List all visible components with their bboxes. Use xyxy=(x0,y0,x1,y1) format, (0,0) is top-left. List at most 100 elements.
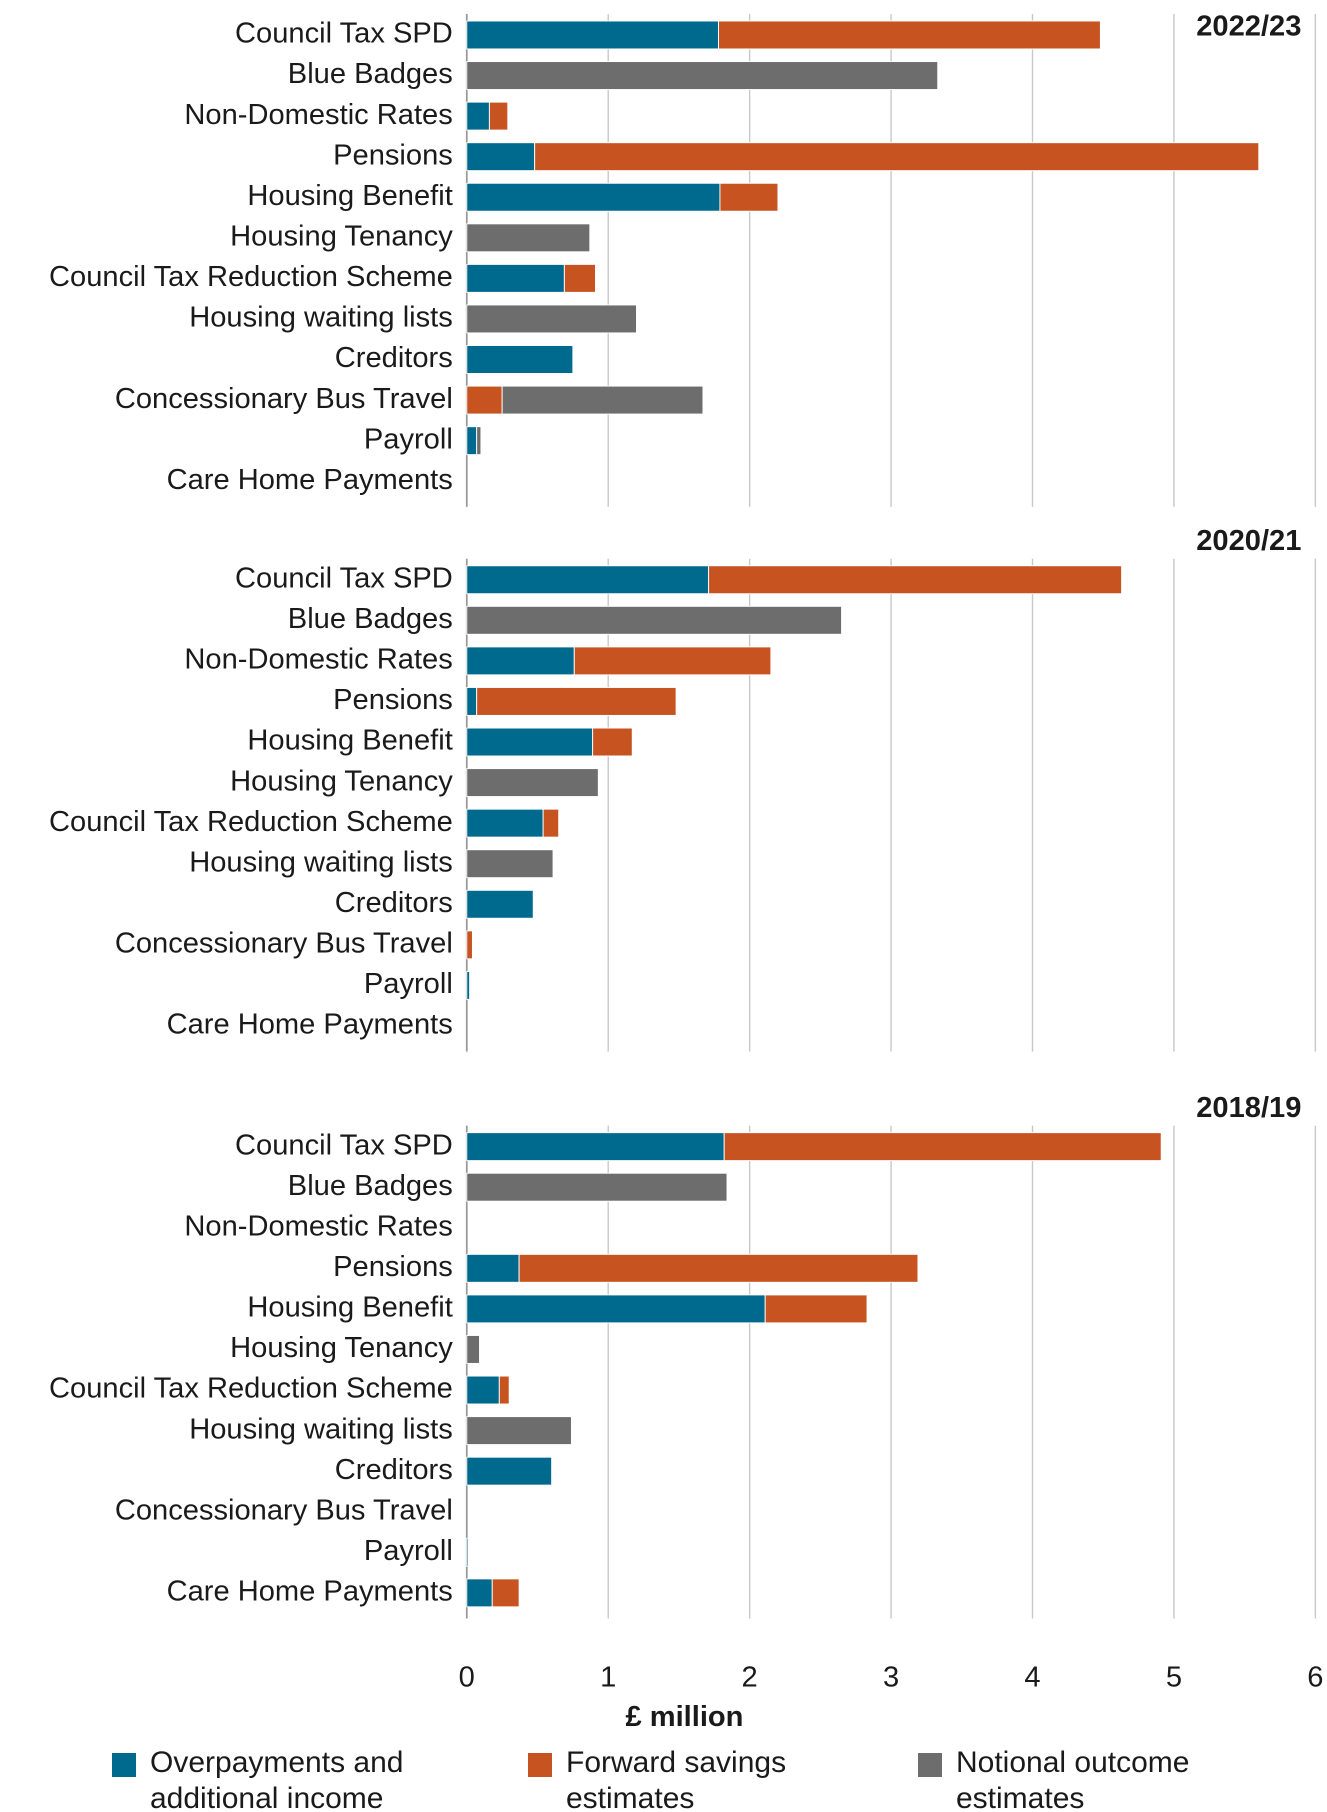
category-label: Payroll xyxy=(364,1535,453,1567)
bar-segment xyxy=(708,565,1123,595)
category-label: Payroll xyxy=(364,423,453,455)
category-label: Housing Tenancy xyxy=(230,765,453,797)
category-label: Pensions xyxy=(333,1251,453,1283)
category-label: Creditors xyxy=(335,342,453,374)
panel-title: 2018/19 xyxy=(1196,1092,1301,1124)
category-label: Housing Tenancy xyxy=(230,220,453,252)
bar-segment xyxy=(466,1132,725,1162)
bar-segment xyxy=(466,304,637,334)
bar-segment xyxy=(466,1294,766,1324)
legend-label: Notional outcome estimates xyxy=(956,1746,1190,1812)
category-label: Housing Benefit xyxy=(247,180,452,212)
bar-segment xyxy=(466,565,710,595)
bar-segment xyxy=(466,1253,520,1283)
category-label: Council Tax Reduction Scheme xyxy=(49,1373,453,1405)
bar-segment xyxy=(764,1294,868,1324)
category-label: Care Home Payments xyxy=(167,1576,453,1608)
x-tick-label: 4 xyxy=(1024,1661,1040,1693)
category-label: Housing waiting lists xyxy=(189,846,453,878)
category-label: Council Tax Reduction Scheme xyxy=(49,806,453,838)
category-label: Non-Domestic Rates xyxy=(184,1210,452,1242)
category-label: Creditors xyxy=(335,1454,453,1486)
bar-segment xyxy=(534,142,1260,172)
bar-segment xyxy=(466,687,478,716)
category-label: Creditors xyxy=(335,887,453,919)
category-label: Blue Badges xyxy=(288,1170,453,1202)
bar-segment xyxy=(466,646,575,676)
bar-segment xyxy=(501,385,704,415)
legend-label: Overpayments and additional income xyxy=(150,1746,404,1812)
category-label: Blue Badges xyxy=(288,58,453,90)
bar-segment xyxy=(491,1578,520,1608)
bar-segment xyxy=(466,808,544,838)
category-label: Non-Domestic Rates xyxy=(184,644,452,676)
bar-segment xyxy=(466,142,536,172)
bar-segment xyxy=(476,426,482,456)
category-label: Housing waiting lists xyxy=(189,1413,453,1445)
chart: £ million 2022/23 Council Tax SPD Blue Bad… xyxy=(49,11,1323,1733)
bar-segment xyxy=(718,20,1101,50)
bar-segment xyxy=(498,1375,510,1405)
category-label: Council Tax SPD xyxy=(235,18,453,50)
legend-item: Forward savings estimates xyxy=(528,1745,866,1812)
legend-item: Overpayments and additional income xyxy=(112,1745,450,1812)
category-label: Concessionary Bus Travel xyxy=(115,383,453,415)
bar-segment xyxy=(466,1456,553,1486)
bar-segment xyxy=(466,970,471,1000)
bar-segment xyxy=(466,930,473,960)
panel-title: 2020/21 xyxy=(1196,525,1301,557)
legend-label: Forward savings estimates xyxy=(566,1746,787,1812)
bar-segment xyxy=(592,727,633,757)
x-tick-label: 5 xyxy=(1166,1661,1182,1693)
x-tick-label: 6 xyxy=(1307,1661,1323,1693)
x-axis-label: £ million xyxy=(625,1701,743,1733)
bar-segment xyxy=(466,385,503,415)
category-label: Care Home Payments xyxy=(167,1009,453,1041)
bar-segment xyxy=(488,101,509,131)
bar-segment xyxy=(719,182,779,212)
bar-segment xyxy=(466,768,599,798)
category-label: Care Home Payments xyxy=(167,464,453,496)
legend-swatch xyxy=(112,1753,136,1777)
bar-segment xyxy=(518,1253,919,1283)
bar-segment xyxy=(466,20,719,50)
bar-segment xyxy=(573,646,772,676)
bar-segment xyxy=(466,182,721,212)
category-label: Council Tax SPD xyxy=(235,1129,453,1161)
bar-segment xyxy=(466,727,594,757)
category-label: Housing Tenancy xyxy=(230,1332,453,1364)
x-tick-label: 1 xyxy=(600,1661,616,1693)
category-label: Pensions xyxy=(333,684,453,716)
bar-segment xyxy=(466,426,478,456)
x-tick-label: 0 xyxy=(459,1661,475,1693)
bar-segment xyxy=(466,345,574,374)
bar-segment xyxy=(466,889,534,919)
category-label: Concessionary Bus Travel xyxy=(115,1494,453,1526)
bar-segment xyxy=(466,1416,572,1446)
bar-segment xyxy=(466,223,591,253)
bar-segment xyxy=(563,263,596,293)
category-label: Payroll xyxy=(364,968,453,1000)
category-label: Non-Domestic Rates xyxy=(184,99,452,131)
bar-segment xyxy=(723,1132,1162,1162)
category-label: Blue Badges xyxy=(288,603,453,635)
bar-segment xyxy=(466,1578,493,1608)
bar-segment xyxy=(476,687,677,716)
legend-swatch xyxy=(918,1753,942,1777)
bar-segment xyxy=(466,849,554,879)
bar-segment xyxy=(466,1335,480,1364)
panel-title: 2022/23 xyxy=(1196,11,1301,43)
legend-item: Notional outcome estimates xyxy=(918,1745,1256,1812)
category-label: Pensions xyxy=(333,139,453,171)
x-tick-label: 2 xyxy=(742,1661,758,1693)
category-label: Housing Benefit xyxy=(247,1292,452,1324)
bar-segment xyxy=(466,263,565,293)
category-label: Housing Benefit xyxy=(247,725,452,757)
bar-segment xyxy=(466,1375,500,1405)
legend: Overpayments and additional income Forwar… xyxy=(0,1745,1327,1812)
bar-segment xyxy=(542,808,560,838)
bar-segment xyxy=(466,605,843,635)
category-label: Housing waiting lists xyxy=(189,302,453,334)
category-label: Council Tax SPD xyxy=(235,562,453,594)
